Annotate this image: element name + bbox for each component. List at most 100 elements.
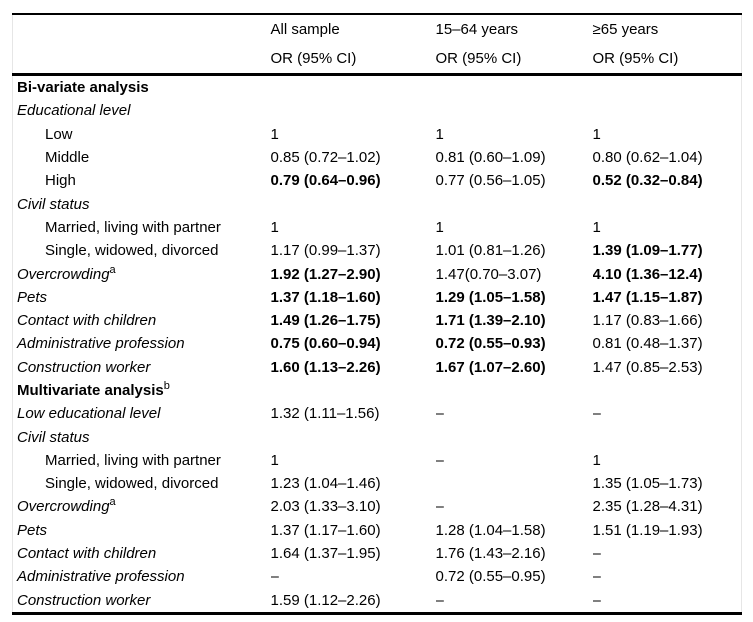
- table-row: Educational level: [13, 99, 742, 122]
- row-label: Pets: [13, 519, 271, 542]
- value-cell: 1.23 (1.04–1.46): [270, 475, 381, 493]
- value-cell: [436, 75, 593, 100]
- row-label-text: Multivariate analysis: [17, 382, 164, 399]
- value-cell: 1.37 (1.18–1.60): [270, 288, 381, 306]
- value-cell: 0.79 (0.64–0.96): [270, 172, 381, 190]
- row-label-text: Middle: [45, 149, 90, 167]
- row-label-text: Civil status: [17, 428, 90, 446]
- table-row: Middle 0.85 (0.72–1.02) 0.81 (0.60–1.09) 0.…: [13, 146, 742, 169]
- value-cell: 1.17 (0.99–1.37): [270, 242, 381, 260]
- value-cell: 0.81 (0.60–1.09): [435, 149, 546, 167]
- row-label: Overcrowdinga: [13, 495, 271, 518]
- value-cell: –: [592, 545, 601, 563]
- value-cell: [593, 192, 742, 215]
- value-cell: [271, 75, 436, 100]
- table-row: Pets 1.37 (1.18–1.60) 1.29 (1.05–1.58) 1.47…: [13, 286, 742, 309]
- value-cell: 1.49 (1.26–1.75): [270, 312, 381, 330]
- table-row: Bi-variate analysis: [13, 75, 742, 100]
- row-label: Administrative profession: [13, 565, 271, 588]
- row-label-text: Bi-variate analysis: [17, 79, 149, 97]
- row-label: Civil status: [13, 192, 271, 215]
- value-cell: [593, 379, 742, 402]
- value-cell: –: [270, 568, 279, 586]
- table-row: High 0.79 (0.64–0.96) 0.77 (0.56–1.05) 0.52…: [13, 169, 742, 192]
- value-cell: [271, 379, 436, 402]
- row-label-text: Single, widowed, divorced: [45, 475, 219, 493]
- row-label-text: Contact with children: [17, 545, 157, 563]
- value-cell: –: [435, 591, 444, 609]
- header-empty-cell: [13, 14, 271, 44]
- value-cell: 1.64 (1.37–1.95): [270, 545, 381, 563]
- row-label: Administrative profession: [13, 332, 271, 355]
- row-label: Construction worker: [13, 589, 271, 614]
- row-label: High: [13, 169, 271, 192]
- value-cell: 0.72 (0.55–0.95): [435, 568, 546, 586]
- column-subheader-or-ci-65-plus: OR (95% CI): [592, 50, 679, 67]
- value-cell: 0.72 (0.55–0.93): [435, 335, 546, 353]
- row-label-text: Pets: [17, 288, 48, 306]
- value-cell: [271, 192, 436, 215]
- row-label-text: Married, living with partner: [45, 451, 221, 469]
- row-label: Contact with children: [13, 309, 271, 332]
- value-cell: –: [435, 405, 444, 423]
- row-label-text: Construction worker: [17, 358, 151, 376]
- value-cell: 0.81 (0.48–1.37): [592, 335, 703, 353]
- footnote-marker: a: [109, 263, 116, 276]
- table-row: Single, widowed, divorced 1.23 (1.04–1.46…: [13, 472, 742, 495]
- value-cell: –: [435, 498, 444, 516]
- table-row: Administrative profession – 0.72 (0.55–0.9…: [13, 565, 742, 588]
- value-cell: 1.76 (1.43–2.16): [435, 545, 546, 563]
- column-header-65-plus-years: ≥65 years: [592, 21, 659, 38]
- value-cell: 1.39 (1.09–1.77): [592, 242, 703, 260]
- row-label-text: Low: [45, 125, 73, 143]
- table-row: Multivariate analysisb: [13, 379, 742, 402]
- header-row-groups: All sample 15–64 years ≥65 years: [13, 14, 742, 44]
- value-cell: 1: [435, 125, 444, 143]
- header-empty-cell: [13, 44, 271, 75]
- footnote-marker: b: [163, 380, 170, 392]
- table-row: Construction worker 1.59 (1.12–2.26) – –: [13, 589, 742, 614]
- value-cell: –: [592, 568, 601, 586]
- row-label-text: Administrative profession: [17, 335, 185, 353]
- table-row: Married, living with partner 1 – 1: [13, 449, 742, 472]
- value-cell: 4.10 (1.36–12.4): [592, 265, 703, 283]
- value-cell: 1.01 (0.81–1.26): [435, 242, 546, 260]
- value-cell: [271, 425, 436, 448]
- value-cell: 1: [270, 125, 279, 143]
- value-cell: –: [592, 591, 601, 609]
- value-cell: [436, 472, 593, 495]
- table-row: Pets 1.37 (1.17–1.60) 1.28 (1.04–1.58) 1.51…: [13, 519, 742, 542]
- table-body: Bi-variate analysis Educational level Low 1…: [13, 75, 742, 614]
- value-cell: 1: [592, 125, 601, 143]
- row-label-text: Married, living with partner: [45, 218, 221, 236]
- row-label: Married, living with partner: [13, 216, 271, 239]
- row-label: Low: [13, 123, 271, 146]
- value-cell: 0.52 (0.32–0.84): [592, 172, 703, 190]
- table-row: Administrative profession 0.75 (0.60–0.94…: [13, 332, 742, 355]
- row-label: Low educational level: [13, 402, 271, 425]
- row-label-text: Civil status: [17, 195, 90, 213]
- row-label: Educational level: [13, 99, 271, 122]
- table-row: Contact with children 1.64 (1.37–1.95) 1.7…: [13, 542, 742, 565]
- column-header-15-64-years: 15–64 years: [435, 21, 519, 38]
- row-label: Contact with children: [13, 542, 271, 565]
- value-cell: 1: [435, 218, 444, 236]
- column-subheader-or-ci-15-64: OR (95% CI): [435, 50, 522, 67]
- value-cell: 1: [270, 451, 279, 469]
- odds-ratio-table: All sample 15–64 years ≥65 years OR (95%…: [12, 13, 742, 615]
- row-label-text: Administrative profession: [17, 568, 185, 586]
- value-cell: 2.03 (1.33–3.10): [270, 498, 381, 516]
- row-label-text: Educational level: [17, 102, 131, 120]
- header-row-measure: OR (95% CI) OR (95% CI) OR (95% CI): [13, 44, 742, 75]
- row-label: Single, widowed, divorced: [13, 472, 271, 495]
- row-label-text: High: [45, 172, 76, 190]
- row-label-text: Pets: [17, 521, 48, 539]
- table-row: Contact with children 1.49 (1.26–1.75) 1.7…: [13, 309, 742, 332]
- value-cell: 1: [592, 451, 601, 469]
- row-label: Middle: [13, 146, 271, 169]
- table-row: Civil status: [13, 192, 742, 215]
- value-cell: –: [592, 405, 601, 423]
- row-label: Overcrowdinga: [13, 262, 271, 285]
- row-label: Pets: [13, 286, 271, 309]
